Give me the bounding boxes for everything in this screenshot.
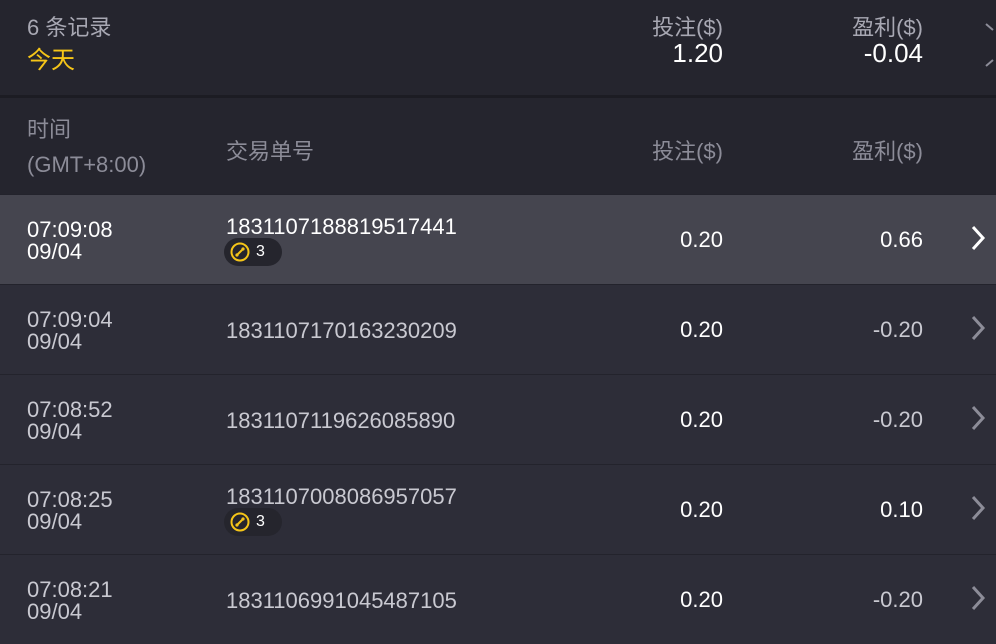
time-text: 07:08:21 [27,577,113,602]
row-time: 07:09:08 09/04 [27,219,113,263]
table-row[interactable]: 07:09:08 09/04 1831107188819517441 3 0.20… [0,194,996,284]
date-text: 09/04 [27,509,83,534]
date-text: 09/04 [27,419,83,444]
total-bet-value: 1.20 [672,38,723,68]
bet-amount: 0.20 [680,227,723,252]
date-text: 09/04 [27,599,83,624]
row-time: 07:08:52 09/04 [27,399,113,443]
bet-amount: 0.20 [680,497,723,522]
chevron-icon[interactable] [984,20,996,70]
badge-count: 3 [256,243,265,260]
total-bet-label: 投注($) [652,15,723,40]
time-text: 07:08:25 [27,487,113,512]
header-order: 交易单号 [226,139,315,164]
header-profit: 盈利($) [852,139,923,164]
chevron-right-icon[interactable] [966,493,990,523]
total-profit-value: -0.04 [863,38,923,68]
table-header: 时间 (GMT+8:00) 交易单号 投注($) 盈利($) [0,98,996,194]
order-id: 1831107008086957057 [226,484,457,509]
date-text: 09/04 [27,329,83,354]
profit-amount: 0.10 [880,497,923,522]
time-text: 07:08:52 [27,397,113,422]
bet-amount: 0.20 [680,407,723,432]
order-id: 1831107119626085890 [226,408,456,433]
profit-amount: 0.66 [880,227,923,252]
table-row[interactable]: 07:08:52 09/04 1831107119626085890 0.20 -… [0,374,996,464]
profit-amount: -0.20 [872,317,923,342]
order-id: 1831107170163230209 [226,318,457,343]
summary-bar: 6 条记录 今天 投注($) 1.20 盈利($) -0.04 [0,0,996,98]
time-text: 07:09:04 [27,307,113,332]
table-row[interactable]: 07:09:04 09/04 1831107170163230209 0.20 -… [0,284,996,374]
record-count: 6 条记录 [27,15,112,40]
header-timezone: (GMT+8:00) [27,152,147,177]
header-time: 时间 [27,117,72,142]
period-filter[interactable]: 今天 [27,47,75,74]
combo-badge: 3 [224,508,282,536]
row-time: 07:09:04 09/04 [27,309,113,353]
total-profit-label: 盈利($) [852,15,923,40]
chevron-right-icon[interactable] [966,583,990,613]
header-bet: 投注($) [652,139,723,164]
badge-count: 3 [256,513,265,530]
time-text: 07:09:08 [27,217,113,242]
row-time: 07:08:25 09/04 [27,489,113,533]
record-list: 07:09:08 09/04 1831107188819517441 3 0.20… [0,194,996,644]
chevron-right-icon[interactable] [966,403,990,433]
chevron-right-icon[interactable] [966,313,990,343]
combo-badge: 3 [224,238,282,266]
date-text: 09/04 [27,239,83,264]
parlay-icon [230,512,250,532]
table-row[interactable]: 07:08:25 09/04 1831107008086957057 3 0.20… [0,464,996,554]
order-id: 1831107188819517441 [226,214,457,239]
profit-amount: -0.20 [872,407,923,432]
parlay-icon [230,242,250,262]
chevron-right-icon[interactable] [966,223,990,253]
profit-amount: -0.20 [872,587,923,612]
order-id: 1831106991045487105 [226,588,457,613]
table-row[interactable]: 07:08:21 09/04 1831106991045487105 0.20 -… [0,554,996,644]
row-time: 07:08:21 09/04 [27,579,113,623]
bet-amount: 0.20 [680,587,723,612]
bet-amount: 0.20 [680,317,723,342]
